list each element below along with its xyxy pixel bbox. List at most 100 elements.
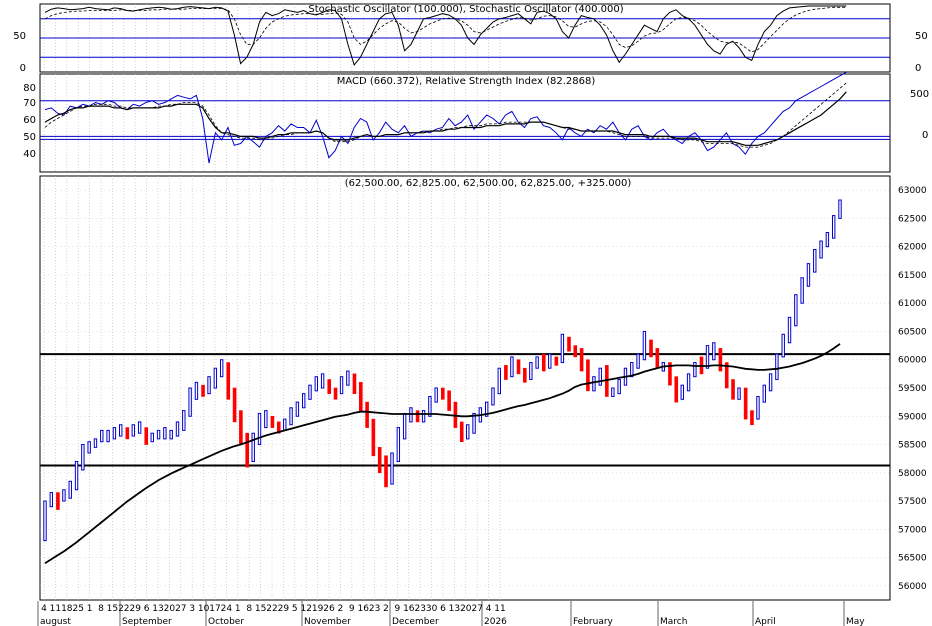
price-bar [781, 333, 785, 358]
x-tick-label: 4 [486, 604, 492, 614]
price-bar [806, 263, 811, 287]
price-bar [630, 362, 634, 378]
x-tick-label: 6 [440, 604, 446, 614]
price-bar [548, 353, 552, 369]
price-bar [339, 376, 344, 395]
price-bar [346, 370, 350, 386]
price-bar [194, 381, 199, 400]
x-tick-label: 24 [221, 604, 233, 614]
price-bar [611, 387, 615, 397]
price-bar [169, 429, 173, 440]
price-bar [825, 232, 830, 248]
price-bar [415, 410, 420, 423]
x-tick-label: 11 [494, 604, 505, 614]
x-tick-label: 15 [255, 604, 266, 614]
price-y-tick-label: 60500 [898, 327, 927, 337]
price-bar [251, 432, 255, 462]
price-bar [434, 387, 438, 403]
price-bar [207, 376, 211, 395]
x-tick-label: 16 [403, 604, 415, 614]
price-bar [156, 429, 161, 440]
price-bar [137, 421, 142, 434]
price-bar [466, 424, 470, 440]
price-y-tick-label: 59000 [898, 412, 927, 422]
price-bar [421, 410, 426, 423]
price-bar [144, 427, 149, 445]
price-bar [554, 356, 559, 366]
price-bar [775, 353, 779, 381]
price-bar [365, 401, 369, 428]
price-info-title: (62,500.00, 62,825.00, 62,500.00, 62,825… [345, 178, 632, 189]
price-bar [712, 342, 716, 361]
price-bar [440, 387, 445, 400]
stochastic-y-tick-right: 0 [915, 63, 921, 74]
rsi-y-tick: 60 [23, 115, 36, 126]
price-bar [150, 432, 154, 443]
price-bar [112, 427, 117, 440]
chart-marks: 4 11 18 25 1 8 15 22 29 6 13 20 27 3 10 17 24 1 8 15 22 29 5 12… [37, 3, 927, 626]
x-tick-label: 26 [323, 604, 335, 614]
price-bar [314, 376, 319, 392]
price-bar [800, 277, 804, 304]
x-tick-label: 19 [312, 604, 324, 614]
price-moving-average [44, 343, 841, 565]
x-tick-label: 8 [246, 604, 252, 614]
price-y-tick-label: 62500 [898, 214, 927, 224]
x-tick-label: 23 [369, 604, 380, 614]
rsi-y-tick: 80 [23, 83, 36, 94]
price-bar [371, 418, 376, 457]
price-bar [560, 333, 565, 364]
stochastic-y-tick-right: 50 [915, 31, 928, 42]
price-y-tick-label: 57500 [898, 497, 927, 507]
x-tick-label: 10 [198, 604, 210, 614]
price-bar [592, 376, 596, 392]
price-y-tick-label: 56000 [898, 582, 927, 592]
price-bar [390, 452, 394, 485]
month-label: March [660, 617, 687, 626]
price-bar [245, 432, 250, 468]
price-bar [333, 387, 338, 400]
price-bar [74, 460, 79, 491]
price-bar [459, 421, 464, 443]
x-tick-label: 23 [414, 604, 425, 614]
x-tick-label: 29 [278, 604, 290, 614]
stochastic-y-tick: 50 [13, 31, 26, 42]
price-bar [787, 316, 792, 344]
x-tick-label: 20 [460, 604, 472, 614]
price-bar [43, 500, 47, 542]
price-bar [289, 407, 293, 426]
price-bar [131, 424, 136, 437]
price-bar [270, 415, 275, 428]
price-bar [226, 362, 231, 400]
price-bar [352, 373, 357, 394]
price-bar [724, 362, 729, 389]
macd-right-axis-ticks: 500 0 [910, 89, 929, 141]
price-bar [535, 356, 539, 369]
x-tick-label: 13 [449, 604, 460, 614]
price-y-tick-label: 61500 [898, 271, 927, 281]
price-y-tick-label: 58000 [898, 469, 927, 479]
price-bar [510, 356, 514, 378]
month-label: November [304, 617, 351, 626]
stochastic-title: Stochastic Oscillator (100.000), Stochas… [308, 4, 623, 15]
x-tick-label: 16 [357, 604, 369, 614]
price-bar [119, 424, 123, 437]
macd-rsi-frame [39, 73, 891, 173]
price-bar [188, 387, 192, 417]
price-bar [182, 410, 186, 431]
stochastic-panel: Stochastic Oscillator (100.000), Stochas… [13, 4, 927, 74]
price-bar [62, 489, 66, 502]
macd-y-tick: 500 [910, 89, 929, 100]
price-bar [617, 379, 621, 395]
price-bar [384, 455, 388, 488]
price-bar [504, 365, 508, 380]
month-label: September [122, 617, 172, 626]
price-bar [295, 401, 300, 417]
x-tick-label: 1 [87, 604, 93, 614]
macd-rsi-panel: MACD (660.372), Relative Strength Index … [23, 76, 929, 160]
price-bar [567, 336, 571, 352]
x-tick-label: 29 [129, 604, 141, 614]
price-bar [81, 444, 85, 471]
stochastic-left-axis-ticks: 50 0 [13, 31, 26, 74]
